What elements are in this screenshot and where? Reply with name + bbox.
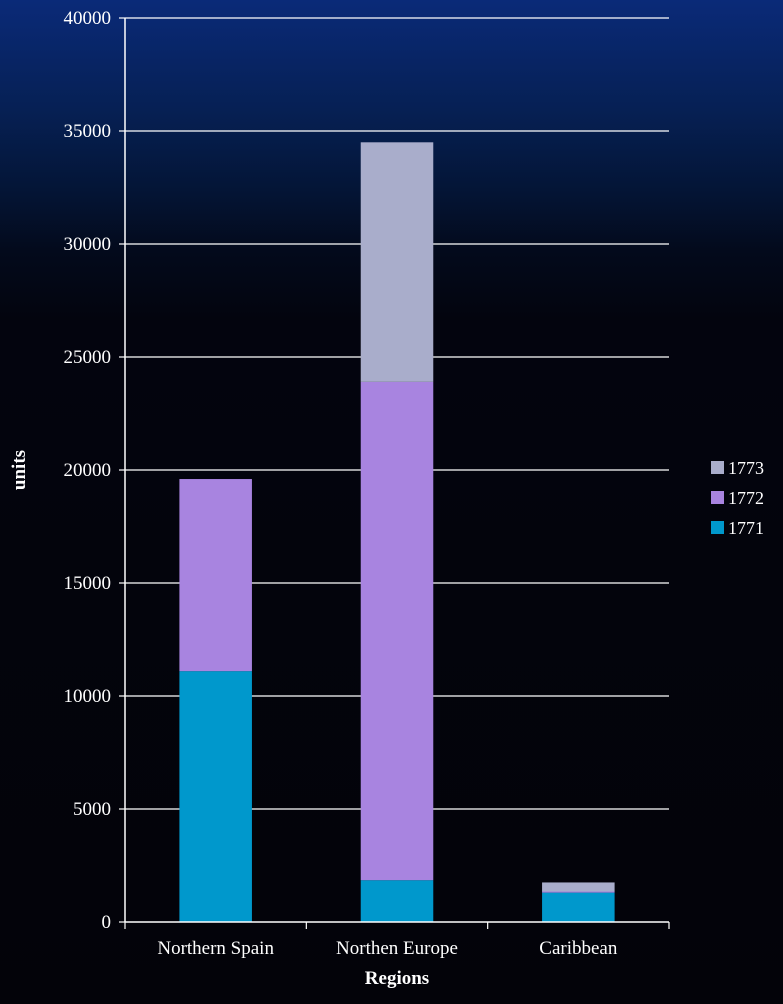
- bar-1772-northern-spain: [179, 479, 252, 672]
- axes: [124, 18, 669, 923]
- y-tick-label: 30000: [64, 234, 112, 255]
- bars: [179, 142, 615, 922]
- y-tick-label: 40000: [64, 8, 112, 29]
- y-tick-labels: 0 5000 10000 15000 20000 25000 30000 35000 40000: [64, 8, 112, 933]
- legend-swatch-1773: [711, 461, 724, 474]
- y-tick-label: 20000: [64, 460, 112, 481]
- bar-1771-northern-spain: [179, 671, 252, 922]
- bar-1772-caribbean: [542, 891, 615, 893]
- legend-label-1771: 1771: [728, 518, 764, 538]
- y-axis-title: units: [9, 450, 30, 490]
- y-tick-label: 0: [102, 912, 112, 933]
- legend: 1773 1772 1771: [711, 458, 764, 538]
- y-tick-label: 15000: [64, 573, 112, 594]
- legend-swatch-1772: [711, 491, 724, 504]
- legend-swatch-1771: [711, 521, 724, 534]
- bar-1773-northen-europe: [360, 142, 434, 382]
- x-category-labels: Northern Spain Northen Europe Caribbean: [157, 938, 618, 959]
- bar-1772-northen-europe: [360, 381, 434, 881]
- x-category-label: Caribbean: [539, 938, 618, 959]
- x-axis-title: Regions: [365, 968, 429, 989]
- bar-1773-caribbean: [542, 882, 615, 892]
- y-tick-label: 35000: [64, 121, 112, 142]
- y-tick-label: 10000: [64, 686, 112, 707]
- legend-label-1772: 1772: [728, 488, 764, 508]
- x-category-label: Northern Spain: [157, 938, 274, 959]
- bar-1771-northen-europe: [360, 880, 434, 922]
- bar-1771-caribbean: [542, 892, 615, 922]
- y-tick-label: 25000: [64, 347, 112, 368]
- x-category-label: Northen Europe: [336, 938, 458, 959]
- y-tick-label: 5000: [73, 799, 111, 820]
- legend-label-1773: 1773: [728, 458, 764, 478]
